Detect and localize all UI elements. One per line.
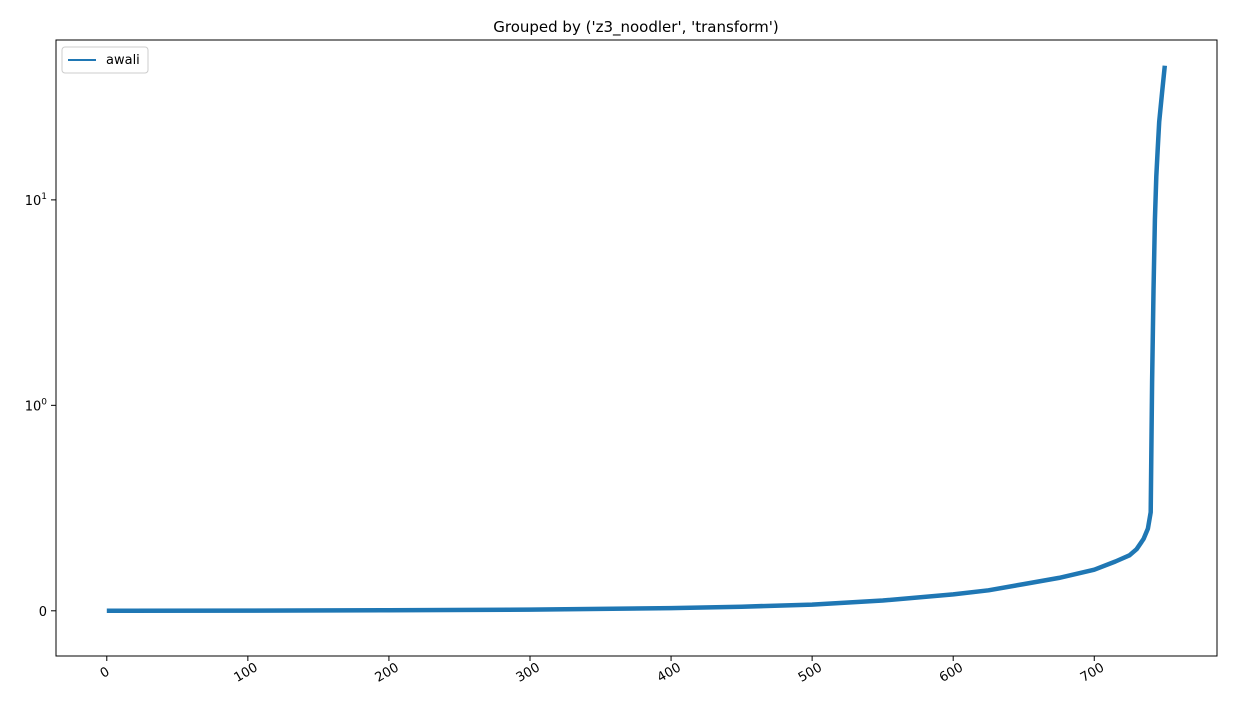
series-layer [106, 65, 1168, 614]
x-axis: 0 100 200 300 400 500 600 700 [98, 656, 1107, 686]
legend-box [61, 46, 149, 74]
chart-title: Grouped by ('z3_noodler', 'transform') [493, 18, 778, 37]
x-tick-label: 500 [796, 660, 825, 685]
x-tick-label: 0 [98, 664, 113, 681]
plot-area [56, 40, 1217, 656]
x-tick-label: 600 [937, 660, 966, 685]
x-tick-label: 200 [373, 660, 402, 685]
legend-label: awali [106, 53, 140, 68]
y-tick-label: 100 [25, 397, 48, 414]
x-tick-label: 300 [514, 660, 543, 685]
series-line-0 [106, 65, 1168, 614]
x-tick-label: 100 [232, 660, 261, 685]
y-tick-label: 0 [39, 605, 47, 620]
x-tick-label: 700 [1078, 660, 1107, 685]
y-axis: 0 100 101 [25, 192, 56, 620]
legend: awali [61, 46, 149, 74]
plot-frame [55, 39, 1218, 657]
y-tick-label: 101 [25, 192, 47, 209]
x-tick-label: 400 [655, 660, 684, 685]
